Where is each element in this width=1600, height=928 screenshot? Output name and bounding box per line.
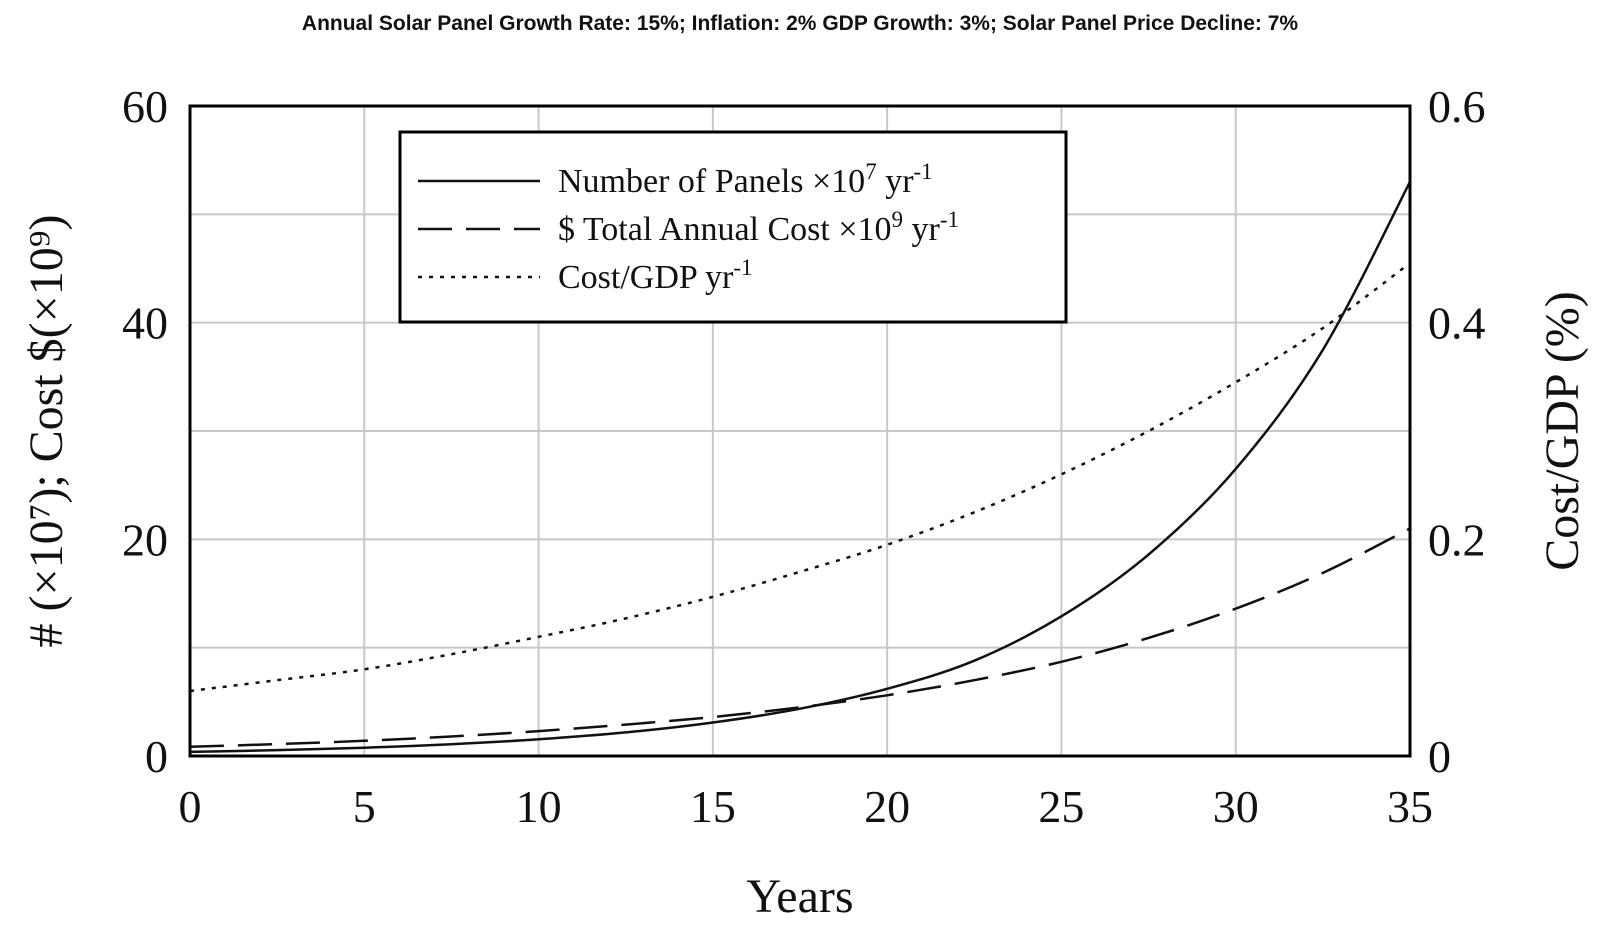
y-axis-left-label: # (×10⁷); Cost $(×10⁹) — [20, 215, 73, 648]
x-tick-label: 15 — [690, 781, 736, 832]
x-tick-label: 25 — [1038, 781, 1084, 832]
plot-frame — [188, 104, 1412, 758]
x-tick-labels: 0 5 10 15 20 25 30 35 — [179, 781, 1434, 832]
legend: Number of Panels ×107 yr-1 $ Total Annual… — [398, 130, 1068, 324]
y-right-tick-label: 0.4 — [1428, 298, 1486, 349]
y-right-tick-label: 0.6 — [1428, 81, 1486, 132]
x-axis-label: Years — [746, 870, 853, 923]
y-left-tick-label: 20 — [122, 514, 168, 565]
x-tick-label: 35 — [1387, 781, 1433, 832]
x-tick-label: 30 — [1213, 781, 1259, 832]
y-right-tick-labels: 0 0.2 0.4 0.6 — [1428, 81, 1486, 782]
y-right-tick-label: 0 — [1428, 731, 1451, 782]
x-tick-label: 0 — [179, 781, 202, 832]
series-line-dashed — [189, 527, 1411, 749]
y-left-tick-label: 0 — [145, 731, 168, 782]
x-tick-label: 10 — [516, 781, 562, 832]
x-tick-label: 5 — [353, 781, 376, 832]
legend-label: Cost/GDP yr-1 — [558, 255, 753, 296]
y-left-tick-labels: 0 20 40 60 — [122, 81, 168, 782]
y-right-tick-label: 0.2 — [1428, 514, 1486, 565]
y-axis-right-label: Cost/GDP (%) — [1536, 291, 1589, 571]
legend-box — [398, 130, 1068, 324]
series-layer — [189, 181, 1412, 754]
y-left-tick-label: 40 — [122, 298, 168, 349]
legend-label: $ Total Annual Cost ×109 yr-1 — [558, 207, 959, 248]
legend-label: Number of Panels ×107 yr-1 — [558, 159, 933, 200]
x-tick-label: 20 — [864, 781, 910, 832]
chart-title: Annual Solar Panel Growth Rate: 15%; Inf… — [302, 12, 1298, 35]
y-left-tick-label: 60 — [122, 81, 168, 132]
